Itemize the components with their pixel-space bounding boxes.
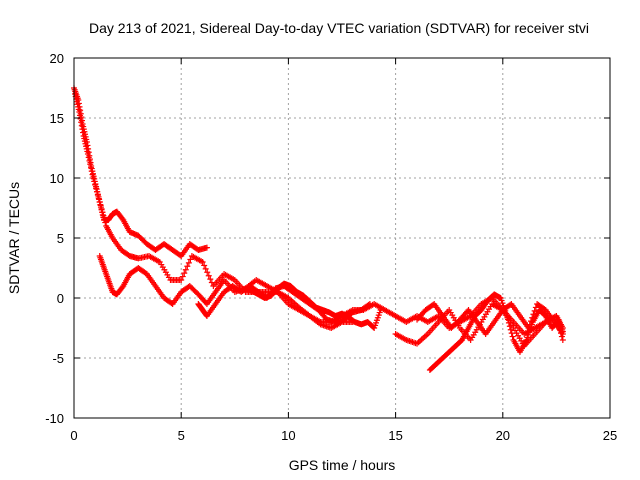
data-point: [507, 326, 514, 333]
data-point: [505, 319, 512, 326]
data-point: [199, 259, 206, 265]
x-tick-label: 5: [178, 428, 185, 443]
y-tick-label: 20: [50, 51, 64, 66]
data-point: [508, 330, 515, 337]
y-tick-label: 15: [50, 111, 64, 126]
data-point: [179, 273, 186, 280]
x-tick-label: 0: [70, 428, 77, 443]
x-tick-labels: 0 5 10 15 20 25: [70, 428, 617, 443]
data-point: [78, 122, 85, 129]
data-point: [100, 212, 107, 219]
data-point: [96, 199, 103, 205]
data-point: [207, 276, 214, 283]
y-tick-label: -10: [45, 411, 64, 426]
grid-lines: [74, 58, 610, 418]
data-point: [99, 209, 106, 216]
series-track-5: [242, 280, 384, 331]
data-point: [559, 337, 566, 343]
data-point: [527, 318, 534, 325]
y-axis-label: SDTVAR / TECUs: [6, 182, 22, 294]
data-point: [92, 181, 99, 188]
data-point: [76, 109, 83, 115]
data-point: [102, 219, 109, 226]
data-point: [506, 323, 513, 330]
data-point: [87, 161, 94, 168]
data-point: [184, 263, 191, 270]
x-tick-label: 10: [281, 428, 295, 443]
y-tick-label: 0: [57, 291, 64, 306]
data-point: [201, 262, 208, 269]
data-point: [559, 331, 566, 337]
data-point: [76, 112, 83, 119]
data-point: [78, 119, 85, 126]
chart-title: Day 213 of 2021, Sidereal Day-to-day VTE…: [89, 20, 589, 36]
data-point: [84, 151, 91, 157]
data-point: [181, 270, 188, 277]
data-point: [203, 244, 210, 251]
data-point: [526, 321, 533, 328]
data-point: [90, 175, 97, 181]
data-point: [529, 314, 536, 321]
axis-ticks: [73, 57, 611, 419]
y-tick-labels: -10 -5 0 5 10 15 20: [45, 51, 64, 426]
data-point: [85, 154, 92, 161]
data-point: [88, 168, 95, 175]
y-tick-label: 5: [57, 231, 64, 246]
data-point: [89, 171, 96, 178]
x-tick-label: 15: [388, 428, 402, 443]
data-point: [93, 188, 100, 195]
data-point: [505, 316, 512, 323]
data-point: [182, 266, 189, 273]
data-point: [187, 256, 194, 263]
data-point: [87, 164, 94, 171]
data-point: [95, 195, 102, 202]
data-point: [86, 157, 93, 164]
data-point: [77, 115, 84, 122]
data-points: [71, 85, 566, 373]
data-point: [525, 325, 532, 331]
data-point: [509, 333, 516, 340]
data-point: [93, 185, 100, 192]
data-point: [185, 259, 192, 266]
data-point: [202, 265, 209, 272]
data-point: [530, 311, 537, 318]
data-point: [178, 277, 185, 283]
data-point: [553, 313, 560, 319]
data-point: [97, 202, 104, 209]
data-point: [205, 272, 212, 279]
data-point: [91, 178, 98, 185]
y-tick-label: 10: [50, 171, 64, 186]
data-point: [504, 313, 511, 319]
x-axis-label: GPS time / hours: [289, 457, 396, 473]
data-point: [94, 192, 101, 199]
data-point: [204, 269, 211, 276]
series-track-9: [414, 301, 566, 337]
data-point: [98, 205, 105, 212]
y-tick-label: -5: [52, 351, 64, 366]
data-point: [79, 126, 86, 133]
x-tick-label: 20: [496, 428, 510, 443]
data-point: [101, 216, 108, 223]
data-point: [531, 307, 538, 314]
data-point: [80, 129, 87, 136]
x-tick-label: 25: [603, 428, 617, 443]
